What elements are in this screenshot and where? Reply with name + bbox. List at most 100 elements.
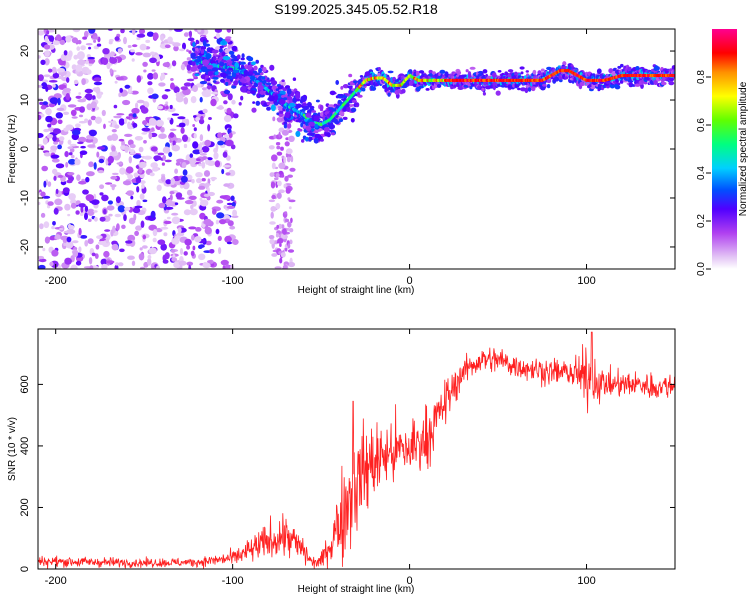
spectrogram-cell — [275, 232, 280, 238]
spectrogram-cell — [180, 63, 186, 71]
spectrogram-cell — [80, 145, 86, 149]
spectrogram-cell — [222, 56, 231, 61]
spectrogram-cell — [276, 112, 280, 116]
spectrogram-cell — [111, 129, 117, 133]
spectrogram-cell — [157, 239, 166, 245]
spectrogram-cell — [142, 61, 148, 67]
spectrogram-cell — [175, 162, 181, 166]
spectrogram-cell — [162, 259, 169, 264]
spectrogram-cell — [180, 86, 188, 91]
spectrogram-cell — [101, 194, 109, 202]
spectrogram-cell — [370, 85, 374, 90]
spectrogram-cell — [468, 73, 472, 79]
spectrogram-cell — [92, 36, 99, 40]
spectrogram-cell — [171, 237, 180, 245]
spectrogram-cell — [257, 82, 263, 86]
spectrogram-cell — [281, 224, 285, 229]
spectrogram-cell — [295, 119, 301, 123]
spectrogram-cell — [218, 48, 223, 53]
spectrogram-cell — [132, 122, 138, 128]
spectrogram-cell — [63, 50, 68, 56]
spectrogram-cell — [249, 71, 254, 75]
spectrogram-cell — [228, 60, 234, 66]
spectrogram-cell — [155, 227, 163, 233]
spectrogram-cell — [259, 90, 265, 95]
spectrogram-cell — [47, 181, 52, 187]
spectrogram-cell — [174, 202, 179, 205]
spectrogram-cell — [93, 77, 102, 82]
spectrogram-cell — [320, 138, 324, 142]
spectrogram-cell — [211, 67, 219, 72]
spectrogram-cell — [110, 229, 114, 237]
spectrogram-cell — [199, 134, 204, 142]
spectrogram-cell — [292, 77, 297, 81]
spectrogram-cell — [92, 95, 96, 101]
spectrogram-cell — [230, 195, 235, 202]
spectrogram-cell — [186, 57, 192, 61]
spectrogram-cell — [120, 29, 125, 34]
spectrogram-cell — [58, 136, 65, 142]
spectrogram-cell — [127, 124, 134, 130]
spectrogram-cell — [38, 74, 44, 82]
spectrogram-cell — [278, 223, 282, 230]
spectrogram-cell — [166, 216, 171, 220]
spectrogram-cell — [77, 99, 86, 103]
spectrogram-cell — [77, 59, 86, 66]
spectrogram-cell — [40, 59, 46, 65]
spectrogram-cell — [151, 69, 156, 72]
spectrogram-cell — [270, 80, 278, 86]
spectrogram-cell — [142, 52, 151, 58]
spectrogram-cell — [269, 238, 275, 245]
spectrogram-cell — [88, 29, 96, 34]
spectrogram-cell — [338, 118, 344, 123]
spectrogram-cell — [317, 112, 321, 117]
spectrogram-cell — [280, 146, 284, 151]
spectrogram-cell — [194, 59, 202, 63]
colorbar-tick-label: 0.8 — [696, 70, 707, 84]
spectrogram-cell — [157, 105, 164, 110]
spectrogram-cell — [72, 29, 81, 33]
snr-y-ticks: 0 200 400 600 — [19, 375, 675, 572]
spectrogram-cell — [201, 146, 210, 153]
spectrogram-cell — [272, 116, 276, 122]
spectrogram-cell — [199, 197, 203, 201]
spectrogram-cell — [170, 82, 175, 90]
spectrogram-cell — [150, 146, 158, 152]
spectrogram-cell — [38, 55, 41, 59]
spectrogram-cell — [251, 107, 257, 113]
spectrogram-cell — [149, 51, 156, 56]
y-tick-label: 200 — [19, 498, 31, 516]
spectrogram-cell — [285, 148, 293, 155]
spectrogram-cell — [221, 51, 225, 57]
spectrogram-cell — [195, 40, 200, 45]
spectrogram-cell — [126, 190, 135, 197]
spectrogram-cell — [193, 133, 197, 139]
spectrogram-cell — [418, 85, 425, 89]
spectrogram-cell — [528, 87, 532, 92]
x-tick-label: -100 — [222, 275, 244, 287]
spectrogram-cell — [114, 80, 118, 84]
spectrogram-cell — [231, 215, 239, 218]
spectrogram-cell — [191, 234, 195, 241]
spectrogram-cell — [97, 146, 106, 150]
spectrogram-cell — [199, 142, 203, 149]
spectrogram-cell — [148, 132, 153, 140]
spectrogram-cell — [40, 212, 46, 218]
spectrogram-cell — [136, 99, 145, 104]
spectrogram-cell — [129, 152, 137, 155]
spectrogram-cell — [48, 35, 55, 42]
spectrogram-cell — [209, 249, 215, 254]
spectrogram-cell — [103, 208, 107, 215]
spectrogram-cell — [111, 243, 119, 251]
spectrogram-cell — [469, 66, 476, 70]
spectrogram-cell — [54, 198, 63, 206]
spectrogram-cell — [70, 109, 77, 117]
spectrogram-cell — [65, 161, 69, 168]
spectrogram-cell — [103, 250, 110, 258]
spectrogram-cell — [233, 113, 239, 119]
spectrogram-cell — [285, 188, 291, 194]
spectrogram-cell — [75, 64, 83, 72]
spectrogram-cell — [309, 105, 315, 110]
spectrogram-cell — [227, 44, 232, 50]
spectrogram-cell — [178, 260, 187, 266]
